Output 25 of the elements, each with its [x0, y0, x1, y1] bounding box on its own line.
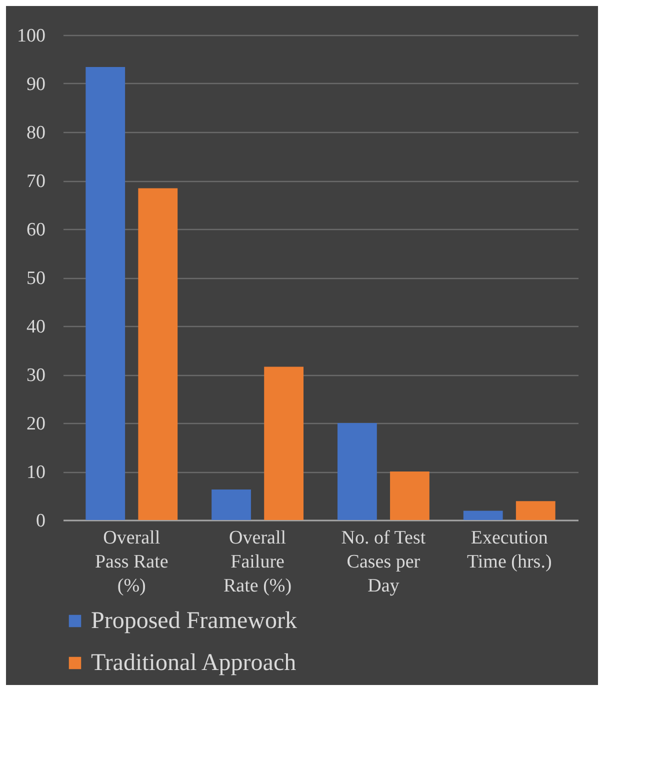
y-tick-label: 80: [26, 122, 46, 144]
bar: [138, 188, 178, 520]
y-tick-label: 70: [26, 171, 46, 192]
y-tick-label: 0: [36, 510, 46, 532]
x-tick-label: Overall Failure Rate (%): [224, 528, 292, 596]
y-tick-label: 100: [17, 26, 46, 46]
bar: [516, 501, 556, 520]
bar: [212, 489, 251, 520]
y-tick-label: 60: [26, 220, 46, 240]
bar: [390, 472, 430, 520]
y-tick-label: 50: [26, 268, 46, 289]
bar: [338, 423, 377, 520]
x-tick-label: Overall Pass Rate (%): [94, 528, 168, 596]
y-tick-label: 40: [26, 316, 46, 338]
legend-label: Proposed Framework: [91, 608, 297, 634]
bar: [463, 510, 503, 520]
x-tick-label: Execution Time (hrs.): [466, 528, 552, 572]
bar: [264, 366, 304, 520]
y-tick-label: 20: [26, 414, 46, 434]
legend-label: Traditional Approach: [91, 650, 296, 676]
y-tick-label: 30: [26, 365, 46, 386]
y-tick-label: 90: [26, 74, 46, 95]
bar: [86, 67, 126, 520]
x-tick-label: No. of Test Cases per Day: [341, 528, 426, 596]
y-tick-label: 10: [26, 462, 46, 483]
